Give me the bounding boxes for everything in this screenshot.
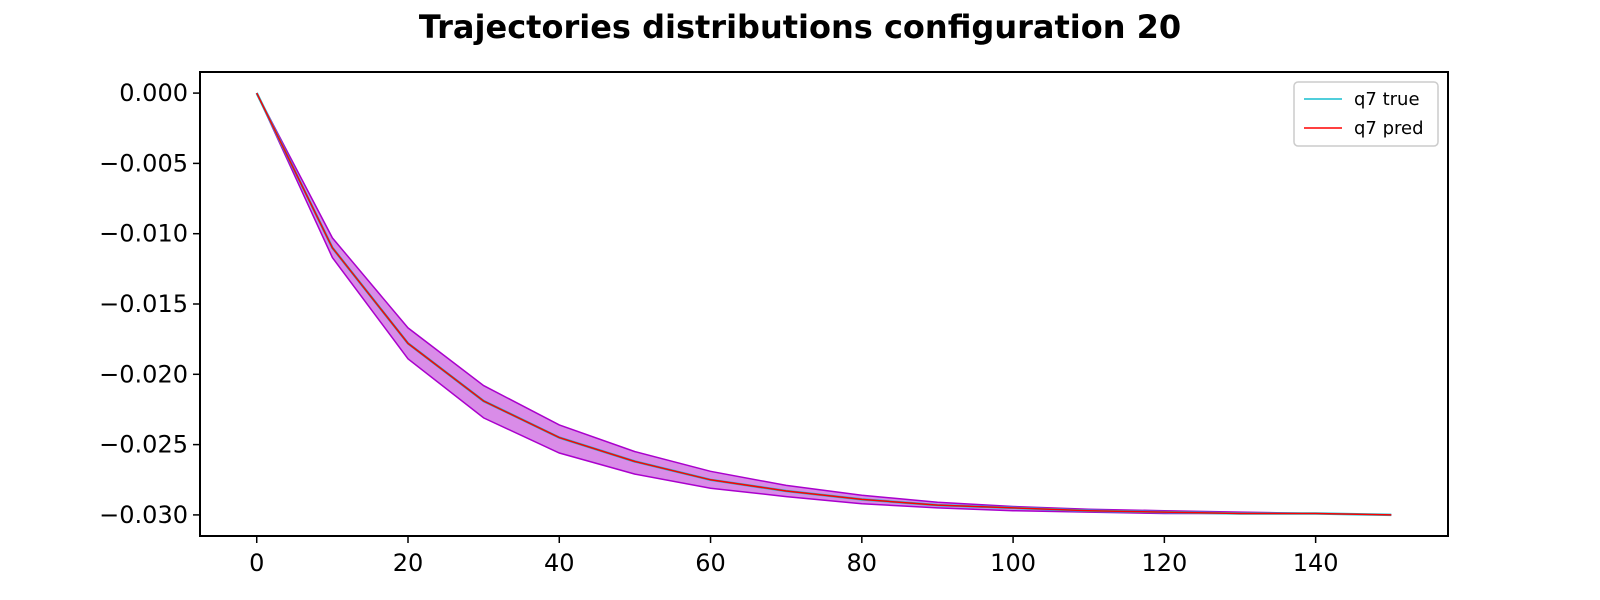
band-lower-edge [256,92,1392,516]
axes: 0 20 40 60 80 100 120 140 0.000 −0.005 −0.010 −0.01… [99,79,1338,577]
legend-box [1293,81,1439,147]
y-tick-label: −0.010 [99,220,188,248]
x-tick-label: 0 [249,549,264,577]
legend-label-q7-pred: q7 pred [1354,118,1424,139]
series-line-q7-pred [256,92,1392,516]
x-tick-label: 20 [393,549,424,577]
legend: q7 true q7 pred [1293,81,1439,147]
x-tick-label: 120 [1141,549,1187,577]
x-tick-label: 140 [1293,549,1339,577]
y-tick-label: −0.025 [99,431,188,459]
x-tick-label: 80 [847,549,878,577]
y-tick-label: −0.005 [99,149,188,177]
x-tick-label: 60 [695,549,726,577]
chart-title: Trajectories distributions configuration… [419,8,1181,46]
y-tick-label: −0.015 [99,290,188,318]
x-tick-label: 40 [544,549,575,577]
legend-label-q7-true: q7 true [1354,89,1420,110]
series-line-q7-true [255,92,1392,517]
x-tick-label: 100 [990,549,1036,577]
y-tick-label: −0.020 [99,360,188,388]
band-upper-edge [256,92,1392,516]
plot-area [255,92,1392,517]
y-tick-label: −0.030 [99,501,188,529]
y-tick-label: 0.000 [119,79,188,107]
confidence-band [256,93,1392,515]
